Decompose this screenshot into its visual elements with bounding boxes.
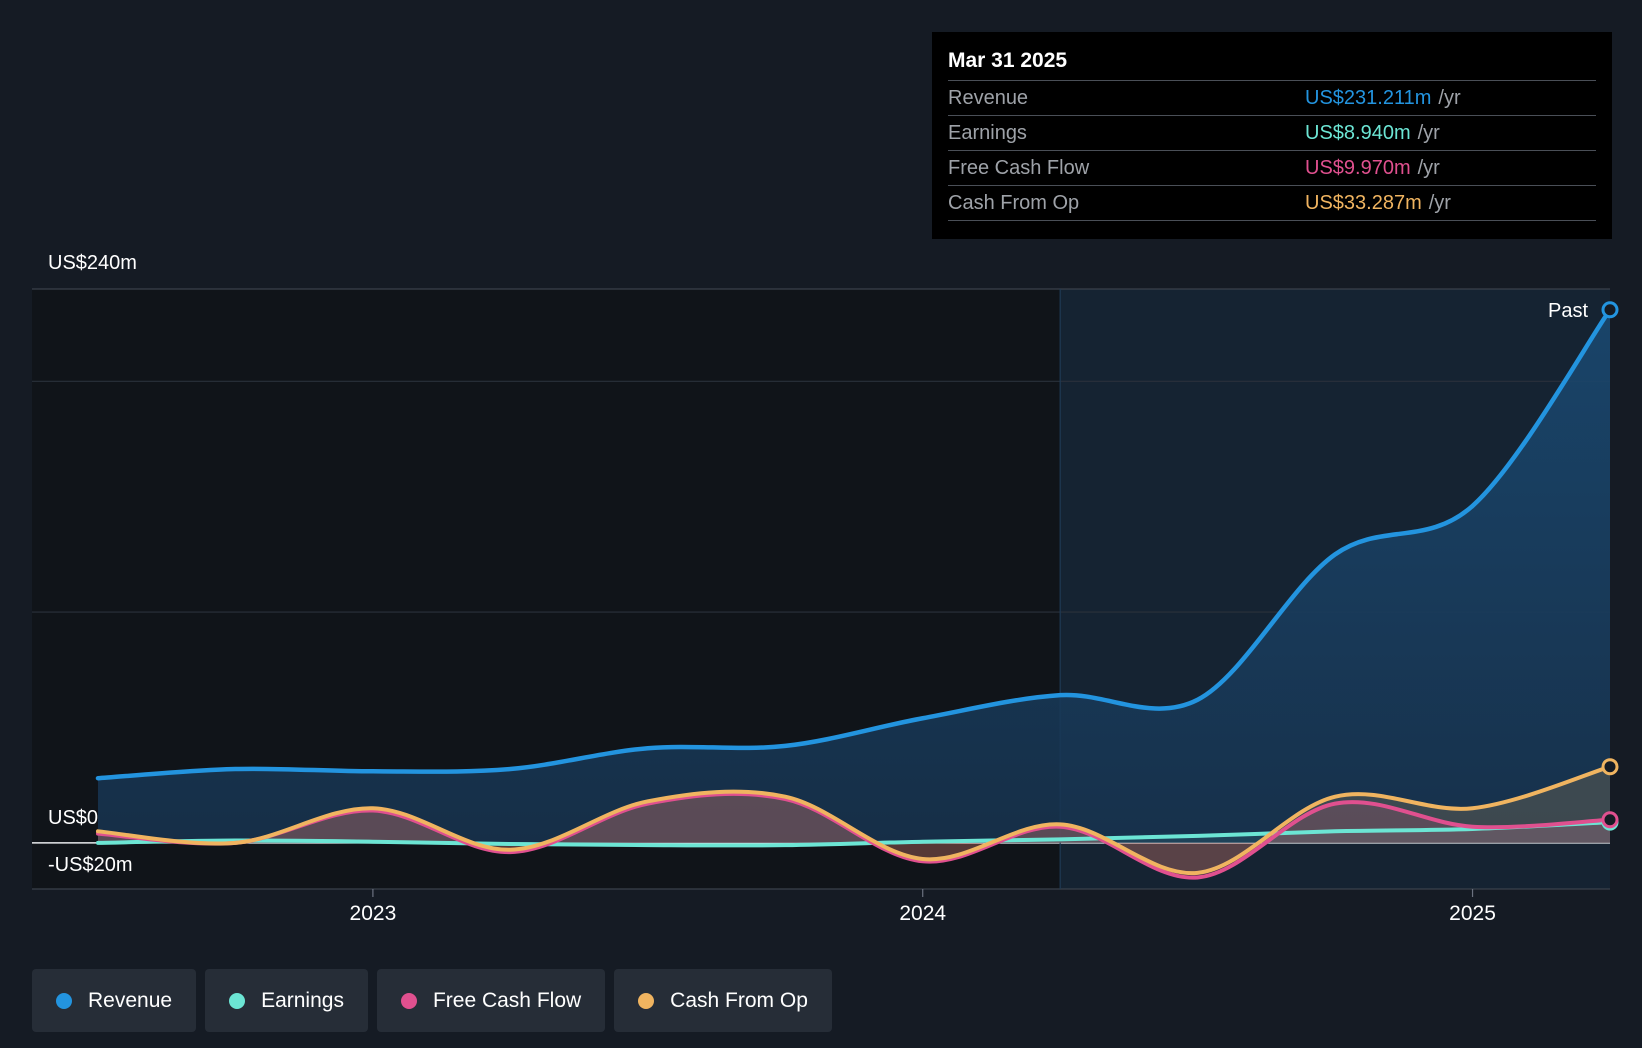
- revenue-point: [1332, 551, 1338, 557]
- cash-from-op-point: [645, 798, 651, 804]
- earnings-point: [782, 842, 788, 848]
- revenue-point: [1057, 692, 1063, 698]
- legend-item-cash-from-op[interactable]: Cash From Op: [614, 969, 832, 1032]
- series-lines: [95, 307, 1613, 880]
- tooltip-label: Revenue: [948, 87, 1029, 109]
- earnings-point: [1332, 828, 1338, 834]
- legend-dot-icon: [56, 992, 72, 1009]
- x-tick-label: 2025: [1449, 902, 1496, 925]
- revenue-line: [95, 307, 1613, 781]
- tooltip-date: Mar 31 2025: [948, 49, 1068, 72]
- tooltip-label: Free Cash Flow: [948, 157, 1090, 179]
- revenue-point: [507, 766, 513, 772]
- series-endpoints: [95, 301, 1619, 876]
- free-cash-flow-line: [95, 791, 1612, 880]
- tooltip-row-free-cash-flow: Free Cash Flow US$9.970m /yr: [948, 150, 1596, 185]
- tooltip-label: Cash From Op: [948, 192, 1080, 214]
- earnings-point: [645, 842, 651, 848]
- series-areas: [97, 309, 1610, 878]
- revenue-point: [95, 775, 101, 781]
- legend-item-free-cash-flow[interactable]: Free Cash Flow: [376, 969, 606, 1032]
- tooltip-value: US$9.970m: [1305, 157, 1411, 179]
- cash-from-op-point: [1332, 794, 1338, 800]
- earnings-area: [97, 822, 1610, 846]
- earnings-point: [507, 841, 513, 847]
- legend-dot-icon: [400, 992, 417, 1009]
- tooltip-unit: /yr: [1417, 122, 1440, 144]
- past-label: Past: [1548, 300, 1589, 322]
- x-tick-label: 2024: [899, 902, 947, 925]
- tooltip-unit: /yr: [1417, 157, 1440, 179]
- legend-label: Earnings: [261, 988, 344, 1012]
- tooltip-unit: /yr: [1428, 192, 1451, 214]
- cash-from-op-point: [507, 847, 513, 853]
- y-axis-top-label: US$240m: [48, 252, 137, 274]
- cash-from-op-point: [232, 840, 238, 846]
- tooltip-row-cash-from-op: Cash From Op US$33.287m /yr: [948, 185, 1596, 221]
- revenue-point: [1601, 301, 1619, 319]
- x-tick-label: 2023: [349, 902, 397, 925]
- earnings-point: [370, 839, 376, 845]
- earnings-point: [95, 840, 101, 846]
- cash-from-op-point: [1470, 805, 1476, 811]
- cash-from-op-point: [1057, 821, 1063, 827]
- revenue-point: [920, 715, 926, 721]
- cash-from-op-point: [920, 856, 926, 862]
- earnings-point: [1195, 833, 1201, 839]
- revenue-point: [645, 745, 651, 751]
- legend-label: Revenue: [88, 988, 173, 1012]
- tooltip-value: US$33.287m: [1305, 192, 1422, 214]
- revenue-area: [97, 309, 1610, 843]
- legend-label: Free Cash Flow: [432, 988, 582, 1012]
- free-cash-flow-point: [1601, 811, 1619, 829]
- x-axis-ticks: [372, 889, 1474, 897]
- free-cash-flow-area: [97, 793, 1610, 878]
- cash-from-op-line: [95, 764, 1612, 875]
- y-axis-bottom-label: -US$20m: [48, 854, 133, 876]
- legend-label: Cash From Op: [670, 988, 808, 1012]
- revenue-point: [232, 766, 238, 772]
- tooltip-row-revenue: Revenue US$231.211m /yr: [948, 80, 1596, 115]
- free-cash-flow-point: [1332, 801, 1338, 807]
- cash-from-op-point: [1601, 758, 1619, 776]
- tooltip-panel: Mar 31 2025 Revenue US$231.211m /yr Earn…: [932, 32, 1612, 239]
- tooltip-value: US$231.211m: [1305, 87, 1432, 109]
- cash-from-op-point: [782, 794, 788, 800]
- legend-item-earnings[interactable]: Earnings: [205, 969, 368, 1032]
- revenue-point: [782, 743, 788, 749]
- tooltip-unit: /yr: [1438, 87, 1461, 109]
- revenue-point: [370, 768, 376, 774]
- y-axis-zero-label: US$0: [48, 807, 99, 829]
- tooltip-label: Earnings: [948, 122, 1027, 144]
- free-cash-flow-point: [1470, 824, 1476, 830]
- cash-from-op-point: [370, 805, 376, 811]
- chart-legend: Revenue Earnings Free Cash Flow Cash Fro…: [32, 969, 832, 1032]
- legend-dot-icon: [229, 992, 246, 1009]
- cash-from-op-area: [97, 766, 1610, 874]
- earnings-point: [1057, 836, 1063, 842]
- tooltip-value: US$8.940m: [1305, 122, 1411, 144]
- revenue-point: [1195, 697, 1201, 703]
- tooltip-row-earnings: Earnings US$8.940m /yr: [948, 115, 1596, 150]
- earnings-point: [920, 839, 926, 845]
- legend-dot-icon: [638, 992, 655, 1009]
- earnings-line: [95, 820, 1612, 848]
- cash-from-op-point: [1195, 870, 1201, 876]
- legend-item-revenue[interactable]: Revenue: [32, 969, 197, 1032]
- revenue-point: [1470, 503, 1476, 509]
